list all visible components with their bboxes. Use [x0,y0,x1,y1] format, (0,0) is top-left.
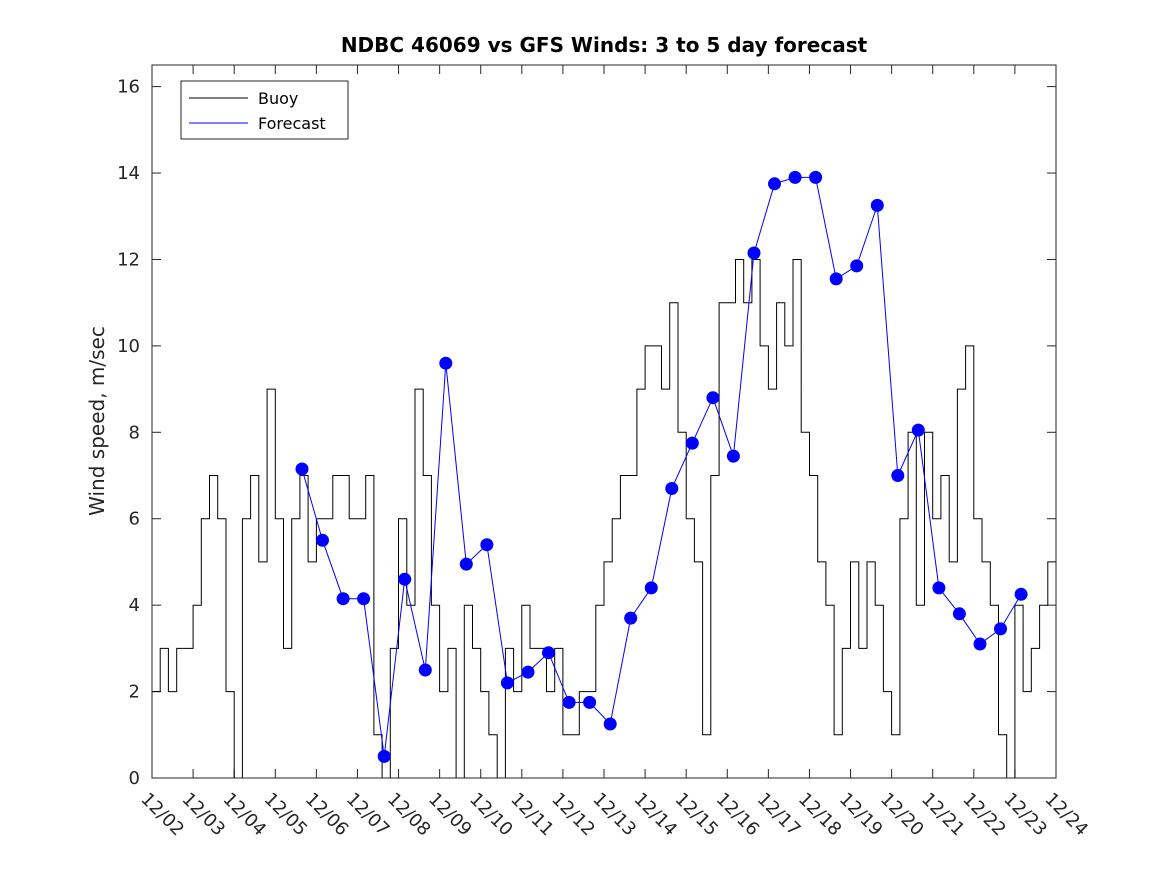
y-tick-label: 4 [129,595,140,616]
chart-title: NDBC 46069 vs GFS Winds: 3 to 5 day fore… [341,33,868,57]
forecast-point [295,462,309,476]
forecast-point [418,663,432,677]
forecast-point [973,637,987,651]
forecast-point [952,607,966,621]
forecast-point [562,695,576,709]
forecast-point [932,581,946,595]
forecast-point [480,538,494,552]
legend-forecast-label: Forecast [258,114,326,133]
forecast-point [377,749,391,763]
forecast-point [809,170,823,184]
forecast-point [891,469,905,482]
forecast-point [850,259,864,273]
plot-area [152,65,1056,778]
forecast-point [542,646,555,660]
y-tick-label: 10 [117,336,140,357]
y-tick-label: 2 [129,682,140,703]
forecast-point [357,592,371,606]
forecast-point [747,246,761,260]
forecast-series-line [301,176,1022,757]
buoy-series-line [152,259,1056,779]
legend: Buoy Forecast [180,80,349,140]
y-tick-label: 12 [117,249,140,270]
forecast-point [336,592,350,606]
y-axis-label: Wind speed, m/sec [85,326,109,516]
forecast-point [398,572,412,586]
legend-buoy-label: Buoy [258,89,298,108]
forecast-markers [295,170,1028,763]
forecast-point [500,676,514,690]
forecast-point [316,533,329,547]
legend-box [180,80,349,140]
forecast-point [870,198,884,212]
forecast-point [583,695,597,709]
y-tick-label: 16 [117,77,140,98]
y-tick-label: 6 [129,509,140,530]
forecast-point [994,622,1007,636]
forecast-point [706,391,720,405]
y-tick-label: 8 [129,422,140,443]
forecast-point [768,177,781,191]
axes-box [151,64,1057,779]
forecast-point [829,272,843,286]
forecast-point [624,611,638,625]
forecast-point [521,665,535,679]
forecast-point [788,170,802,184]
forecast-point [603,717,617,731]
forecast-point [911,423,925,437]
forecast-point [665,482,679,495]
forecast-point [726,449,740,463]
y-tick-label: 14 [117,163,140,184]
forecast-point [439,356,453,370]
forecast-point [685,436,699,450]
forecast-point [1014,587,1028,601]
plot-lines [152,176,1056,779]
forecast-point [644,581,658,595]
forecast-point [459,557,473,571]
y-tick-label: 0 [129,768,140,789]
